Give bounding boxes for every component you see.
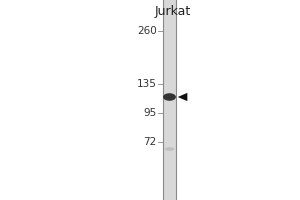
Text: 260: 260 — [137, 26, 157, 36]
Bar — [163, 0, 176, 200]
Ellipse shape — [165, 147, 174, 151]
Text: 135: 135 — [137, 79, 157, 89]
Polygon shape — [178, 93, 187, 101]
Ellipse shape — [163, 93, 176, 101]
Text: 95: 95 — [143, 108, 157, 118]
Text: Jurkat: Jurkat — [154, 4, 190, 18]
Text: 72: 72 — [143, 137, 157, 147]
